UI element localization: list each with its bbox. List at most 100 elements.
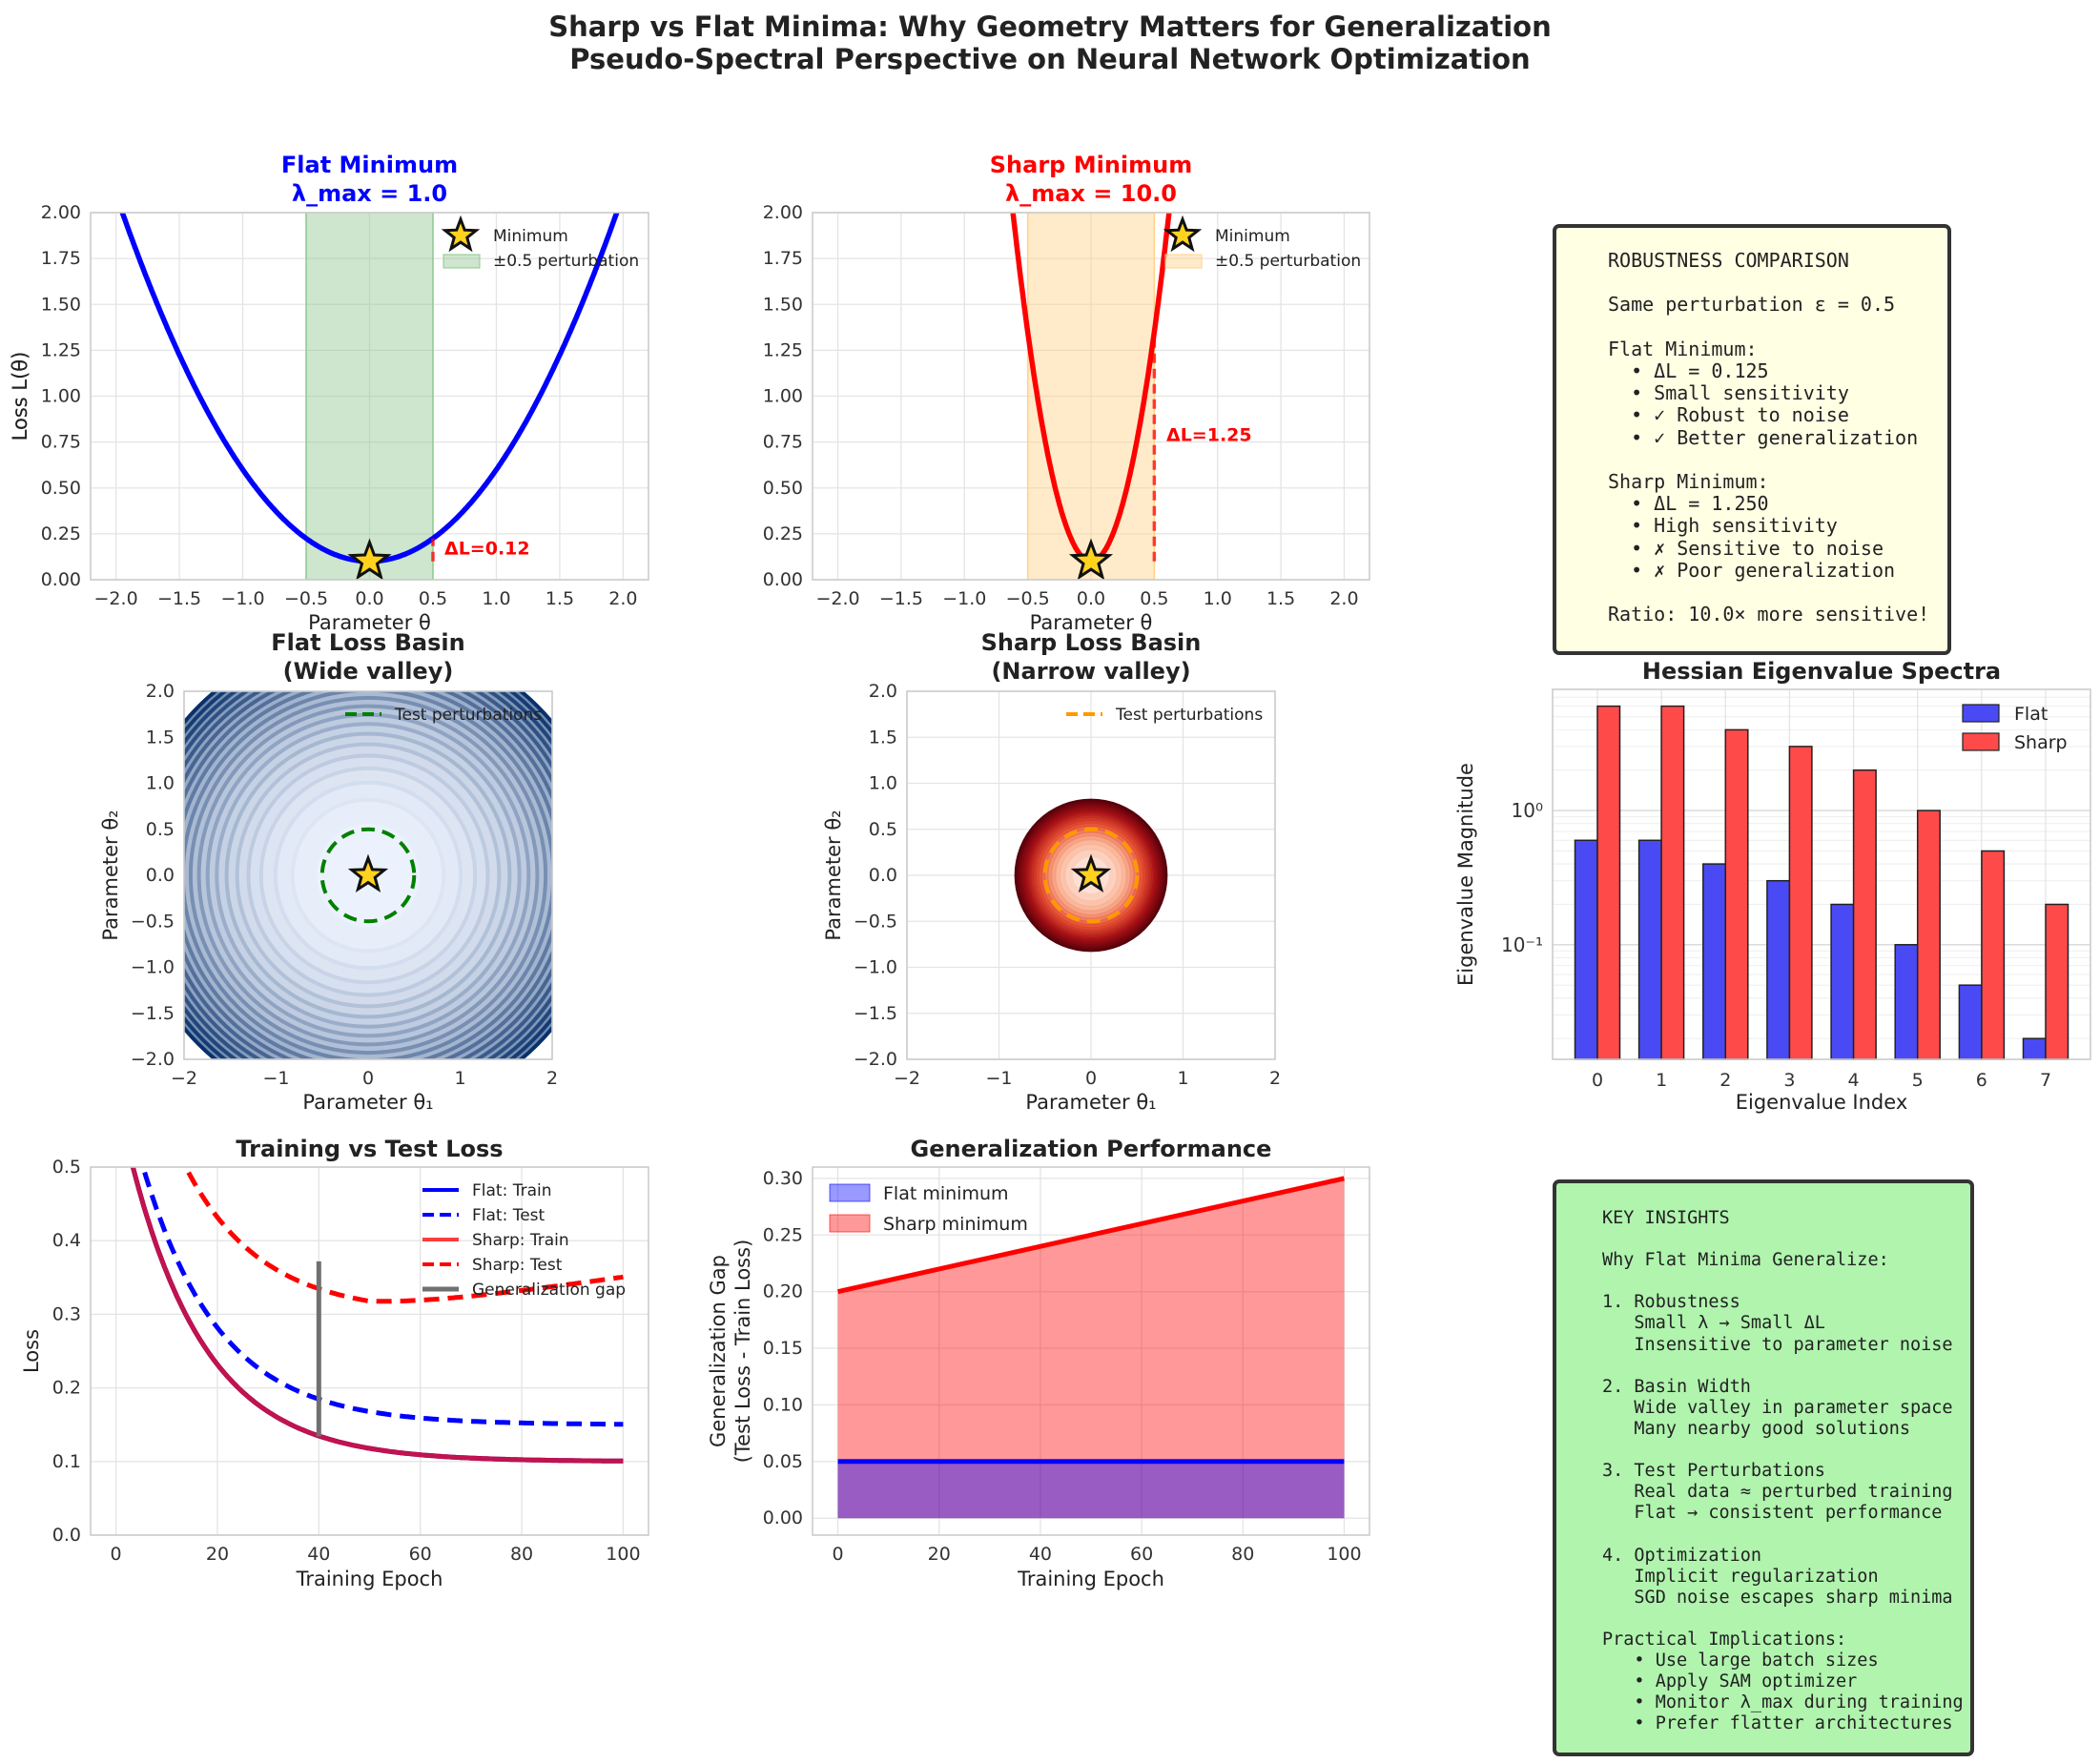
- hessian_spectra-x-tick-label: 1: [1656, 1070, 1667, 1091]
- flat_minimum-legend-band-swatch: [443, 255, 480, 268]
- generalization_performance-y-tick-label: 0.00: [763, 1507, 803, 1528]
- flat_basin-y-axis-label: Parameter θ₂: [99, 810, 122, 940]
- train_test_loss-axes-frame: [91, 1167, 649, 1535]
- hessian_spectra-x-axis-label: Eigenvalue Index: [1736, 1091, 1908, 1114]
- robustness-comparison-line: Flat Minimum:: [1608, 338, 1758, 360]
- flat_basin-y-tick-label: −1.0: [131, 957, 175, 978]
- sharp_basin-x-tick-label: 0: [1085, 1068, 1097, 1089]
- hessian_spectra-legend-label-0: Flat: [2014, 704, 2048, 725]
- sharp_basin-y-tick-label: 1.0: [869, 773, 897, 794]
- robustness-comparison-text: ROBUSTNESS COMPARISON Same perturbation …: [1556, 228, 1947, 625]
- flat_basin-y-tick-label: 1.0: [146, 773, 175, 794]
- robustness-comparison-line: • ΔL = 0.125: [1608, 359, 1769, 382]
- sharp_minimum-legend-minimum: Minimum: [1215, 227, 1290, 246]
- robustness-comparison-line: ROBUSTNESS COMPARISON: [1608, 249, 1849, 272]
- key-insights-line: Insensitive to parameter noise: [1602, 1335, 1953, 1355]
- flat_minimum-y-tick-label: 1.00: [41, 386, 81, 407]
- flat_minimum-y-tick-label: 0.75: [41, 432, 81, 453]
- key-insights-line: Small λ → Small ΔL: [1602, 1313, 1825, 1333]
- sharp_minimum-x-tick-label: −0.5: [1006, 588, 1050, 609]
- sharp_basin-y-tick-label: −2.0: [854, 1049, 897, 1070]
- generalization_performance-legend-label-0: Flat minimum: [883, 1183, 1009, 1204]
- train_test_loss-x-tick-label: 60: [409, 1544, 432, 1565]
- sharp_basin-x-tick-label: 1: [1177, 1068, 1188, 1089]
- flat_basin-title-line1: Flat Loss Basin: [271, 629, 464, 656]
- flat_minimum-y-tick-label: 1.25: [41, 339, 81, 360]
- sharp_minimum-title-line1: Sharp Minimum: [990, 152, 1192, 178]
- flat_basin-y-tick-label: −1.5: [131, 1003, 175, 1024]
- generalization_performance-y-axis-label-line1: Generalization Gap: [707, 1255, 730, 1447]
- train_test_loss-x-tick-label: 20: [206, 1544, 229, 1565]
- hessian_spectra-bar-sharp-5: [1918, 810, 1941, 1059]
- hessian_spectra-title: Hessian Eigenvalue Spectra: [1642, 658, 2001, 685]
- generalization_performance-legend-swatch-0: [830, 1184, 870, 1201]
- robustness-comparison-line: Ratio: 10.0× more sensitive!: [1608, 603, 1929, 625]
- sharp_minimum-y-tick-label: 1.50: [763, 294, 803, 315]
- hessian_spectra-bar-sharp-6: [1982, 851, 2005, 1060]
- hessian_spectra-bar-sharp-1: [1661, 707, 1684, 1059]
- hessian_spectra-y-tick-label: 10⁰: [1512, 799, 1543, 822]
- flat_basin-x-tick-label: 2: [546, 1068, 558, 1089]
- generalization_performance-legend: Flat minimum Sharp minimum: [830, 1183, 1028, 1235]
- sharp_minimum-legend: Minimum±0.5 perturbation: [1165, 219, 1361, 271]
- key-insights-line: SGD noise escapes sharp minima: [1602, 1588, 1953, 1608]
- flat_minimum-legend-minimum: Minimum: [493, 227, 568, 246]
- robustness-comparison-line: • ✗ Sensitive to noise: [1608, 537, 1884, 560]
- train_test_loss-y-tick-label: 0.3: [52, 1303, 81, 1324]
- hessian_spectra-bar-flat-1: [1639, 840, 1662, 1059]
- generalization_performance-y-tick-label: 0.25: [763, 1224, 803, 1245]
- robustness-comparison-line: • High sensitivity: [1608, 514, 1838, 537]
- generalization_performance-x-tick-label: 100: [1327, 1544, 1361, 1565]
- flat_minimum-x-tick-label: 2.0: [608, 588, 637, 609]
- generalization_performance-x-tick-label: 20: [928, 1544, 951, 1565]
- hessian_spectra-y-axis-label: Eigenvalue Magnitude: [1454, 763, 1477, 986]
- robustness-comparison-box: ROBUSTNESS COMPARISON Same perturbation …: [1553, 224, 1951, 655]
- robustness-comparison-line: Same perturbation ε = 0.5: [1608, 293, 1895, 316]
- sharp_minimum-y-tick-label: 1.00: [763, 386, 803, 407]
- flat_basin-y-tick-label: 0.5: [146, 819, 175, 840]
- hessian_spectra-bar-flat-7: [2024, 1038, 2047, 1059]
- sharp_basin-y-tick-label: 0.5: [869, 819, 897, 840]
- generalization_performance-y-tick-label: 0.10: [763, 1394, 803, 1415]
- flat_minimum-y-tick-label: 0.50: [41, 478, 81, 499]
- sharp_minimum-x-tick-label: −1.0: [942, 588, 986, 609]
- generalization_performance-panel: 0 20 40 60 80 100 0.00 0.05 0.10 0.15 0.20 0.25 0.30…: [707, 1136, 1369, 1590]
- hessian_spectra-bar-sharp-7: [2046, 905, 2069, 1060]
- train_test_loss-x-tick-label: 40: [307, 1544, 330, 1565]
- key-insights-line: • Apply SAM optimizer: [1602, 1671, 1857, 1691]
- sharp_minimum-y-axis-label: Loss L(θ): [9, 352, 31, 441]
- sharp_minimum-y-tick-label: 0.25: [763, 523, 803, 544]
- generalization_performance-x-tick-label: 60: [1130, 1544, 1153, 1565]
- flat_basin-y-tick-label: −2.0: [131, 1049, 175, 1070]
- sharp_minimum-legend-band-swatch: [1165, 255, 1202, 268]
- flat_basin-y-tick-label: 0.0: [146, 865, 175, 886]
- hessian_spectra-panel: 0 1 2 3 4 5 6 7 10⁰ 10⁻¹ Flat Sharp Hessian Eigenval…: [1454, 658, 2090, 1114]
- train_test_loss-legend-label-2: Sharp: Train: [472, 1231, 569, 1250]
- hessian_spectra-x-tick-label: 5: [1912, 1070, 1924, 1091]
- flat_minimum-legend-perturbation: ±0.5 perturbation: [493, 252, 639, 271]
- train_test_loss-title: Training vs Test Loss: [236, 1136, 503, 1162]
- sharp_minimum-panel: −2.0 −1.5 −1.0 −0.5 0.0 0.5 1.0 1.5 2.00.000.250…: [9, 30, 1369, 635]
- train_test_loss-legend-label-1: Flat: Test: [472, 1206, 546, 1225]
- figure-title-line2: Pseudo-Spectral Perspective on Neural Ne…: [569, 43, 1530, 75]
- generalization_performance-y-tick-label: 0.15: [763, 1338, 803, 1359]
- flat_basin-x-axis-label: Parameter θ₁: [302, 1091, 433, 1114]
- flat_minimum-x-tick-label: −1.5: [157, 588, 201, 609]
- generalization_performance-title: Generalization Performance: [911, 1136, 1272, 1162]
- flat_minimum-x-tick-label: 0.0: [355, 588, 383, 609]
- key-insights-line: 2. Basin Width: [1602, 1377, 1751, 1397]
- train_test_loss-y-tick-label: 0.0: [52, 1525, 81, 1546]
- flat_minimum-title-line2: λ_max = 1.0: [292, 180, 447, 207]
- key-insights-line: Why Flat Minima Generalize:: [1602, 1250, 1889, 1270]
- flat_minimum-panel: −2.0 −1.5 −1.0 −0.5 0.0 0.5 1.0 1.5 2.00.000.250…: [9, 117, 649, 634]
- flat_minimum-y-tick-label: 2.00: [41, 202, 81, 223]
- hessian_spectra-x-tick-label: 0: [1592, 1070, 1603, 1091]
- sharp_minimum-x-tick-label: −2.0: [815, 588, 859, 609]
- flat_basin-y-tick-label: 1.5: [146, 727, 175, 748]
- flat_minimum-x-tick-label: −0.5: [284, 588, 328, 609]
- sharp_basin-y-tick-label: −0.5: [854, 911, 897, 932]
- key-insights-line: • Prefer flatter architectures: [1602, 1713, 1953, 1733]
- hessian_spectra-x-tick-label: 4: [1848, 1070, 1860, 1091]
- hessian_spectra-y-tick-label: 10⁻¹: [1501, 933, 1543, 956]
- generalization_performance-y-tick-label: 0.05: [763, 1451, 803, 1472]
